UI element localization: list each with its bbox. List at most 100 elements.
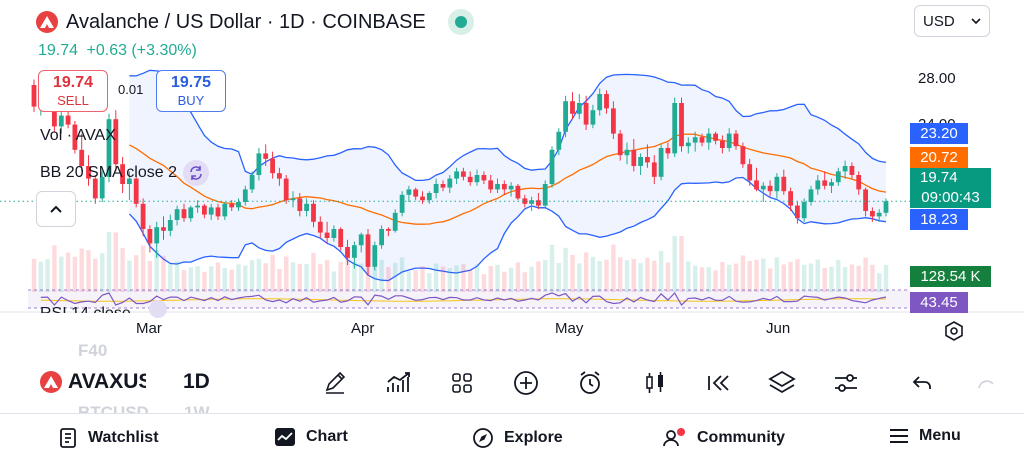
candle-body xyxy=(699,137,705,143)
nav-community[interactable]: Community xyxy=(663,427,785,449)
replay-icon[interactable] xyxy=(701,366,735,400)
collapse-legend-button[interactable] xyxy=(36,191,76,227)
chart-type-icon[interactable] xyxy=(638,366,672,400)
price-change-row: 19.74 +0.63 (+3.30%) xyxy=(38,42,197,60)
draw-icon[interactable] xyxy=(318,366,352,400)
volume-bar xyxy=(481,274,487,292)
candle-body xyxy=(529,200,534,204)
settings-icon[interactable] xyxy=(829,366,863,400)
candle-body xyxy=(740,146,746,165)
candle-body xyxy=(706,133,712,143)
chart-settings-icon[interactable] xyxy=(943,320,965,342)
candle-body xyxy=(202,205,207,215)
volume-bar xyxy=(427,273,432,292)
chart-icon xyxy=(275,428,295,446)
rsi-pane-fill xyxy=(28,290,910,308)
volume-bar xyxy=(740,255,746,292)
candle-body xyxy=(679,103,684,147)
symbol-name: AVAXUSD xyxy=(68,370,146,393)
candle-body xyxy=(283,178,289,201)
candle-body xyxy=(611,108,616,134)
candle-body xyxy=(263,153,269,159)
candle-body xyxy=(481,175,487,181)
volume-bar xyxy=(754,259,759,292)
volume-bar xyxy=(549,244,555,292)
layers-icon[interactable] xyxy=(765,366,799,400)
candle-body xyxy=(788,191,793,206)
candle-body xyxy=(195,205,200,208)
rsi-line xyxy=(40,292,887,306)
candle-body xyxy=(815,180,821,190)
currency-value: USD xyxy=(923,12,955,30)
nav-explore[interactable]: Explore xyxy=(472,427,563,449)
volume-bar xyxy=(461,264,466,292)
volume-bar xyxy=(877,273,882,292)
bb-basis-line xyxy=(129,133,887,225)
candle-body xyxy=(870,211,875,217)
add-icon[interactable] xyxy=(509,366,543,400)
bb-indicator-row[interactable]: BB 20 SMA close 2 xyxy=(40,160,209,186)
market-open-status-icon[interactable] xyxy=(447,9,474,35)
volume-bar xyxy=(324,260,330,292)
templates-icon[interactable] xyxy=(445,366,479,400)
volume-bar xyxy=(474,264,480,292)
volume-bar xyxy=(631,258,636,292)
interval-selector[interactable]: 1D xyxy=(183,370,210,393)
candle-body xyxy=(331,229,337,238)
volume-bar xyxy=(495,264,500,292)
refresh-icon[interactable] xyxy=(182,160,209,186)
volume-bar xyxy=(645,257,650,292)
volume-bar xyxy=(849,264,855,292)
rsi-indicator-label[interactable]: RSI 14 close xyxy=(40,303,131,313)
candle-body xyxy=(801,202,807,219)
volume-bar xyxy=(788,261,793,292)
buy-price: 19.75 xyxy=(170,74,212,91)
candle-body xyxy=(651,162,657,177)
nav-menu[interactable]: Menu xyxy=(889,427,961,445)
candle-body xyxy=(842,166,848,172)
volume-bar xyxy=(127,260,132,292)
candle-body xyxy=(358,234,364,246)
candle-body xyxy=(181,209,187,219)
candle-body xyxy=(277,173,282,179)
candle-body xyxy=(249,175,255,190)
volume-bar xyxy=(290,262,296,292)
candle-body xyxy=(188,207,194,219)
volume-bar xyxy=(168,264,173,292)
watchlist-icon xyxy=(60,428,76,448)
volume-bar xyxy=(318,264,323,292)
volume-bar xyxy=(134,255,139,292)
volume-bar xyxy=(842,267,848,292)
volume-indicator-label[interactable]: Vol · AVAX xyxy=(40,127,116,144)
volume-bar xyxy=(79,248,84,292)
x-axis-month: Apr xyxy=(351,320,375,337)
candle-body xyxy=(645,157,650,163)
candle-body xyxy=(515,185,521,199)
candle-body xyxy=(127,178,132,184)
candle-body xyxy=(495,184,500,190)
candle-body xyxy=(501,184,507,190)
sell-label: SELL xyxy=(57,93,89,108)
volume-bar xyxy=(154,250,159,292)
candle-body xyxy=(31,85,37,107)
redo-icon[interactable] xyxy=(975,376,995,388)
indicators-icon[interactable] xyxy=(381,366,415,400)
alert-icon[interactable] xyxy=(573,366,607,400)
volume-bar xyxy=(52,245,57,292)
currency-select[interactable]: USD xyxy=(914,5,990,37)
buy-button[interactable]: 19.75 BUY xyxy=(156,70,226,112)
volume-bar xyxy=(202,271,207,292)
sell-button[interactable]: 19.74 SELL xyxy=(38,70,108,112)
volume-bar xyxy=(106,232,112,292)
volume-bar xyxy=(863,257,868,292)
symbol-header[interactable]: Avalanche / US Dollar · 1D · COINBASE xyxy=(36,9,474,35)
volume-bar xyxy=(270,255,275,292)
nav-watchlist[interactable]: Watchlist xyxy=(58,427,159,449)
volume-bar xyxy=(624,260,630,292)
undo-icon[interactable] xyxy=(905,366,939,400)
volume-bar xyxy=(870,264,875,292)
volume-bar xyxy=(822,268,827,292)
nav-chart[interactable]: Chart xyxy=(274,427,348,447)
symbol-selector[interactable]: AVAXUSD xyxy=(40,370,146,394)
